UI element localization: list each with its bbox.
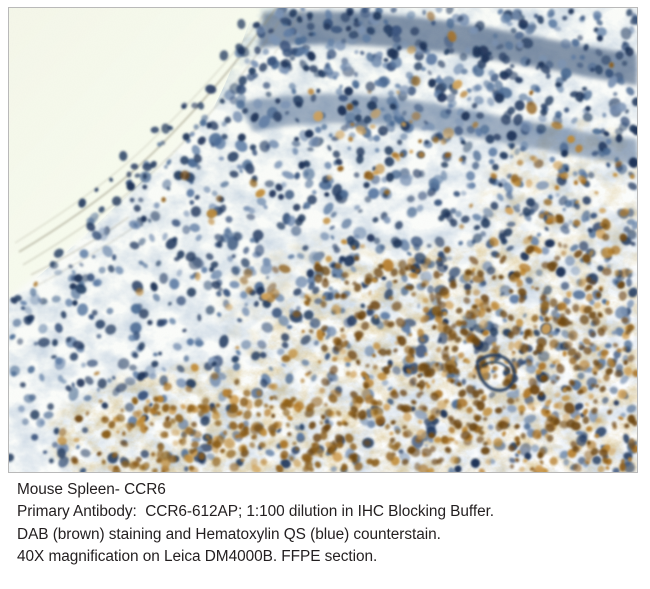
caption-line-magnification: 40X magnification on Leica DM4000B. FFPE… (17, 548, 378, 566)
micrograph-figure (8, 7, 638, 473)
caption-line-sample: Mouse Spleen- CCR6 (17, 481, 166, 498)
caption-line-staining: DAB (brown) staining and Hematoxylin QS … (17, 525, 441, 543)
figure-caption: Mouse Spleen- CCR6 Primary Antibody: CCR… (17, 479, 637, 569)
caption-line-antibody: Primary Antibody: CCR6-612AP; 1:100 dilu… (17, 503, 495, 521)
mouse-spleen-ccr6-ihc-micrograph (9, 8, 637, 472)
